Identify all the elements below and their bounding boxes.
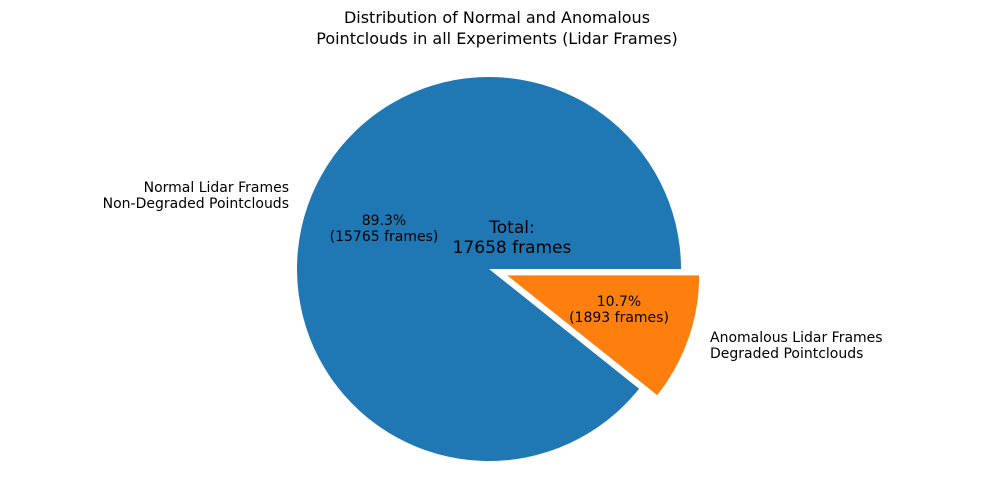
total-label: Total: 17658 frames [452, 218, 572, 258]
slice-label-anomalous: Anomalous Lidar Frames Degraded Pointclo… [710, 330, 883, 362]
chart-title: Distribution of Normal and Anomalous Poi… [316, 8, 678, 48]
pie-slice-normal [297, 77, 681, 462]
pct-label-anomalous: 10.7% (1893 frames) [569, 294, 669, 326]
slice-label-normal: Normal Lidar Frames Non-Degraded Pointcl… [102, 180, 289, 212]
pct-label-normal: 89.3% (15765 frames) [329, 213, 439, 245]
pie-slice-anomalous [507, 275, 700, 396]
